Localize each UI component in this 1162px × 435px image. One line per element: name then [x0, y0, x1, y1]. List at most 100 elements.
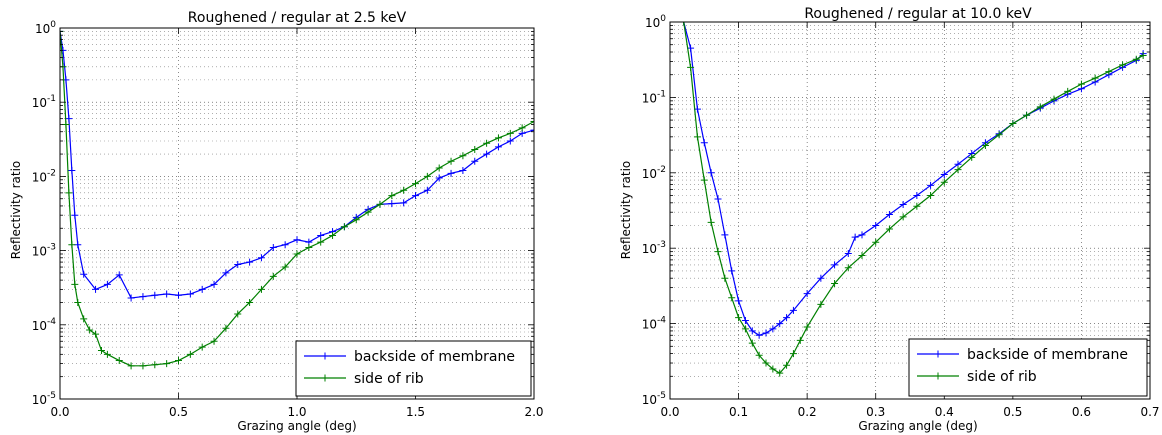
data-point-side-of-rib — [139, 362, 147, 370]
x-axis-label: Grazing angle (deg) — [858, 419, 977, 433]
data-point-backside-of-membrane — [927, 181, 935, 189]
y-tick-label: 10-3 — [642, 240, 666, 256]
data-point-side-of-rib — [364, 208, 372, 216]
data-point-backside-of-membrane — [851, 233, 859, 241]
data-point-backside-of-membrane — [530, 126, 534, 134]
data-point-side-of-rib — [246, 298, 254, 306]
data-point-side-of-rib — [741, 325, 749, 333]
x-tick-label: 0.1 — [729, 405, 748, 419]
chart-title: Roughened / regular at 10.0 keV — [804, 6, 1032, 22]
axes-frame — [669, 21, 1151, 400]
data-point-side-of-rib — [1064, 87, 1072, 95]
data-point-side-of-rib — [789, 350, 797, 358]
data-point-backside-of-membrane — [885, 210, 893, 218]
data-point-backside-of-membrane — [899, 200, 907, 208]
y-tick-label: 10-5 — [32, 391, 56, 407]
data-point-backside-of-membrane — [68, 167, 76, 175]
x-tick-label: 0.5 — [169, 405, 188, 419]
axes-frame — [59, 27, 535, 400]
data-point-side-of-rib — [817, 300, 825, 308]
legend-entry-backside-of-membrane: backside of membrane — [917, 347, 1128, 363]
data-point-side-of-rib — [151, 361, 159, 369]
data-point-side-of-rib — [80, 315, 88, 323]
y-axis-label: Reflectivity ratio — [619, 161, 633, 259]
data-point-backside-of-membrane — [735, 297, 743, 305]
data-point-backside-of-membrane — [257, 254, 265, 262]
x-tick-label: 0.5 — [1003, 405, 1022, 419]
data-point-backside-of-membrane — [769, 325, 777, 333]
data-point-side-of-rib — [1105, 68, 1113, 76]
data-point-side-of-rib — [927, 191, 935, 199]
x-tick-label: 0.6 — [1072, 405, 1091, 419]
y-tick-label: 10-4 — [642, 316, 667, 332]
data-point-backside-of-membrane — [741, 316, 749, 324]
data-point-side-of-rib — [62, 121, 70, 129]
x-tick-label: 0.7 — [1140, 405, 1159, 419]
data-point-side-of-rib — [1091, 74, 1099, 82]
x-tick-label: 1.0 — [287, 405, 306, 419]
data-point-side-of-rib — [222, 324, 230, 332]
data-point-backside-of-membrane — [803, 290, 811, 298]
data-point-backside-of-membrane — [483, 150, 491, 158]
legend-marker-backside-of-membrane — [934, 350, 942, 358]
data-point-side-of-rib — [329, 231, 337, 239]
series-line-side-of-rib — [60, 31, 534, 367]
legend-box — [295, 340, 532, 397]
data-point-backside-of-membrane — [471, 157, 479, 165]
y-tick-label: 10-1 — [32, 94, 56, 110]
data-point-side-of-rib — [376, 200, 384, 208]
data-point-backside-of-membrane — [447, 169, 455, 177]
data-point-side-of-rib — [163, 360, 171, 368]
data-point-side-of-rib — [981, 142, 989, 150]
x-axis-label: Grazing angle (deg) — [237, 419, 356, 433]
data-point-backside-of-membrane — [186, 290, 194, 298]
data-point-side-of-rib — [755, 351, 763, 359]
data-point-side-of-rib — [803, 323, 811, 331]
legend-entry-backside-of-membrane: backside of membrane — [304, 349, 515, 365]
data-point-backside-of-membrane — [783, 314, 791, 322]
data-point-backside-of-membrane — [269, 244, 277, 252]
data-point-side-of-rib — [1139, 51, 1147, 59]
data-point-side-of-rib — [86, 326, 94, 334]
data-point-side-of-rib — [198, 343, 206, 351]
data-point-backside-of-membrane — [748, 327, 756, 335]
data-point-side-of-rib — [776, 369, 784, 377]
y-tick-label: 10-2 — [642, 165, 666, 181]
data-point-side-of-rib — [721, 274, 729, 282]
data-point-side-of-rib — [769, 365, 777, 373]
data-point-side-of-rib — [700, 176, 708, 184]
chart-panel-2-5-kev: Roughened / regular at 2.5 keV Grazing a… — [9, 10, 544, 433]
data-point-side-of-rib — [728, 294, 736, 302]
legend-label-backside-of-membrane: backside of membrane — [354, 349, 515, 365]
data-point-side-of-rib — [913, 202, 921, 210]
data-point-backside-of-membrane — [115, 271, 123, 279]
data-point-side-of-rib — [352, 216, 360, 224]
data-point-backside-of-membrane — [65, 115, 73, 123]
data-point-side-of-rib — [388, 192, 396, 200]
y-tick-label: 10-4 — [32, 317, 57, 333]
data-point-side-of-rib — [210, 337, 218, 345]
x-tick-label: 0.3 — [866, 405, 885, 419]
data-point-side-of-rib — [400, 186, 408, 194]
data-point-side-of-rib — [65, 189, 73, 197]
y-axis-label: Reflectivity ratio — [9, 161, 23, 259]
data-point-side-of-rib — [340, 223, 348, 231]
plot-area — [680, 22, 1147, 377]
data-point-backside-of-membrane — [435, 174, 443, 182]
data-point-side-of-rib — [954, 166, 962, 174]
data-point-backside-of-membrane — [246, 258, 254, 266]
data-point-side-of-rib — [1009, 120, 1017, 128]
data-point-side-of-rib — [1132, 55, 1140, 63]
data-point-side-of-rib — [483, 139, 491, 147]
data-point-backside-of-membrane — [234, 260, 242, 268]
data-point-side-of-rib — [714, 248, 722, 256]
data-point-side-of-rib — [293, 250, 301, 258]
data-point-backside-of-membrane — [817, 274, 825, 282]
data-point-side-of-rib — [1077, 80, 1085, 88]
plot-area — [60, 28, 534, 370]
legend-marker-backside-of-membrane — [321, 352, 329, 360]
data-point-backside-of-membrane — [127, 294, 135, 302]
data-point-side-of-rib — [693, 133, 701, 141]
data-point-side-of-rib — [234, 310, 242, 318]
